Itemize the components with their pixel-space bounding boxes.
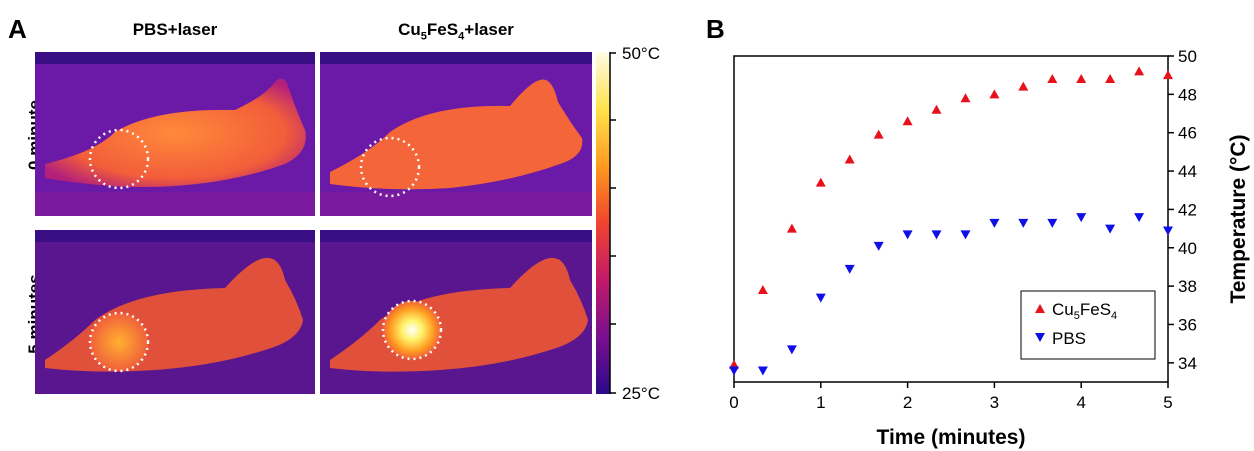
legend-marker-pbs [1035, 333, 1045, 342]
y-tick-label: 42 [1178, 200, 1197, 219]
data-point-cu5fes4 [989, 89, 1000, 99]
data-point-cu5fes4 [1076, 74, 1087, 84]
x-tick-label: 5 [1163, 393, 1172, 412]
data-point-pbs [729, 366, 739, 376]
data-point-pbs [931, 230, 942, 240]
data-point-pbs [815, 293, 826, 303]
y-tick-label: 50 [1178, 47, 1197, 66]
legend-label-cu5fes4: Cu5FeS4 [1052, 300, 1117, 322]
data-point-cu5fes4 [873, 129, 884, 139]
data-point-cu5fes4 [729, 359, 739, 369]
data-point-pbs [844, 264, 855, 274]
data-point-cu5fes4 [786, 223, 797, 233]
y-tick-label: 34 [1178, 354, 1197, 373]
legend-box [1020, 290, 1156, 360]
panel-b-letter: B [706, 14, 725, 44]
thermal-image-cu5fes4-5min [320, 230, 592, 394]
thermal-image-pbs-5min [35, 230, 315, 394]
data-point-pbs [1163, 226, 1173, 236]
column-header-pbs: PBS+laser [132, 20, 218, 39]
x-tick-label: 2 [903, 393, 912, 412]
plot-frame [733, 55, 1169, 383]
x-tick-label: 0 [729, 393, 738, 412]
y-tick-label: 38 [1178, 277, 1197, 296]
x-tick-label: 4 [1076, 393, 1085, 412]
column-header-cu5fes4: Cu5FeS4+laser [398, 20, 514, 43]
panel-a-letter: A [8, 14, 27, 44]
data-point-pbs [989, 218, 1000, 228]
legend-label-pbs: PBS [1052, 329, 1086, 348]
data-point-pbs [1018, 218, 1029, 228]
colorbar-max-label: 50°C [622, 44, 660, 63]
data-point-cu5fes4 [757, 284, 768, 294]
data-point-pbs [960, 230, 971, 240]
data-point-cu5fes4 [902, 116, 913, 126]
y-tick-label: 44 [1178, 162, 1197, 181]
data-point-pbs [873, 241, 884, 251]
data-point-pbs [1076, 213, 1087, 223]
y-tick-label: 48 [1178, 85, 1197, 104]
data-point-cu5fes4 [844, 154, 855, 164]
legend-marker-cu5fes4 [1035, 304, 1045, 313]
x-tick-label: 1 [816, 393, 825, 412]
data-point-pbs [1134, 213, 1145, 223]
x-tick-label: 3 [990, 393, 999, 412]
x-axis-title: Time (minutes) [877, 426, 1026, 449]
data-point-cu5fes4 [1018, 81, 1029, 91]
data-point-pbs [902, 230, 913, 240]
data-point-cu5fes4 [960, 93, 971, 103]
data-point-cu5fes4 [931, 104, 942, 114]
y-axis-title: Temperature (°C) [1227, 134, 1250, 303]
data-point-pbs [1105, 224, 1116, 234]
data-point-cu5fes4 [1163, 70, 1173, 80]
thermal-image-cu5fes4-0min [320, 52, 592, 216]
colorbar [596, 52, 616, 394]
y-tick-label: 46 [1178, 124, 1197, 143]
data-point-pbs [757, 366, 768, 376]
y-tick-label: 36 [1178, 315, 1197, 334]
colorbar-min-label: 25°C [622, 384, 660, 403]
data-point-cu5fes4 [1105, 74, 1116, 84]
data-point-cu5fes4 [815, 177, 826, 187]
data-point-cu5fes4 [1047, 74, 1058, 84]
thermal-image-pbs-0min [35, 52, 315, 216]
data-point-pbs [1047, 218, 1058, 228]
data-point-pbs [786, 345, 797, 355]
y-tick-label: 40 [1178, 239, 1197, 258]
data-point-cu5fes4 [1134, 66, 1145, 76]
